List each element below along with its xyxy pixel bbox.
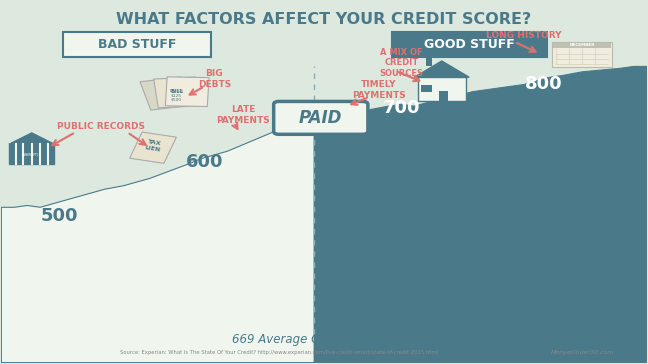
Polygon shape (165, 77, 209, 107)
FancyBboxPatch shape (63, 32, 211, 58)
Text: BANKRUPTCY: BANKRUPTCY (22, 153, 41, 157)
Text: BAD STUFF: BAD STUFF (98, 38, 176, 51)
Polygon shape (130, 132, 176, 163)
Text: B|  $8
$125
$500: B| $8 $125 $500 (170, 89, 183, 102)
Text: BILL: BILL (170, 89, 183, 94)
FancyBboxPatch shape (273, 102, 368, 134)
Bar (553, 43, 611, 48)
Text: BIG
DEBTS: BIG DEBTS (198, 70, 231, 89)
Polygon shape (140, 77, 192, 110)
Text: 700: 700 (383, 99, 420, 117)
Polygon shape (8, 132, 56, 144)
Bar (9, 144, 54, 164)
Text: 600: 600 (186, 153, 224, 171)
Text: 800: 800 (525, 75, 562, 94)
Bar (421, 85, 432, 92)
Text: LONG HISTORY: LONG HISTORY (486, 31, 562, 40)
Text: Source: Experian: What Is The State Of Your Credit? http://www.experian.com/live: Source: Experian: What Is The State Of Y… (120, 350, 438, 355)
Text: MonyeUnder30.com: MonyeUnder30.com (551, 350, 614, 355)
Polygon shape (154, 77, 200, 108)
FancyBboxPatch shape (392, 32, 547, 58)
Bar (426, 59, 432, 66)
Bar (417, 77, 466, 101)
Text: LATE
PAYMENTS: LATE PAYMENTS (216, 106, 270, 125)
Text: A MIX OF
CREDIT
SOURCES: A MIX OF CREDIT SOURCES (380, 48, 423, 78)
Polygon shape (314, 66, 647, 363)
Text: 669 Average Credit Score*: 669 Average Credit Score* (232, 333, 390, 346)
Text: WHAT FACTORS AFFECT YOUR CREDIT SCORE?: WHAT FACTORS AFFECT YOUR CREDIT SCORE? (117, 12, 531, 27)
Text: TAX
LIEN: TAX LIEN (145, 139, 162, 153)
Text: TIMELY
PAYMENTS: TIMELY PAYMENTS (352, 80, 406, 100)
Bar (439, 91, 448, 101)
FancyBboxPatch shape (551, 42, 612, 67)
Text: 500: 500 (41, 207, 78, 225)
Text: PUBLIC RECORDS: PUBLIC RECORDS (58, 122, 145, 131)
Text: GOOD STUFF: GOOD STUFF (424, 38, 515, 51)
Polygon shape (414, 61, 469, 77)
Polygon shape (1, 119, 314, 363)
Text: DECEMBER: DECEMBER (570, 43, 595, 47)
Text: PAID: PAID (299, 109, 342, 127)
